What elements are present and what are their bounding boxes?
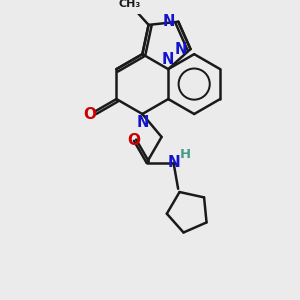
Text: N: N (175, 42, 187, 57)
Text: N: N (162, 52, 175, 67)
Text: CH₃: CH₃ (118, 0, 141, 9)
Text: N: N (163, 14, 175, 29)
Text: N: N (136, 116, 148, 130)
Text: H: H (180, 148, 191, 161)
Text: O: O (128, 133, 140, 148)
Text: N: N (168, 155, 181, 170)
Text: O: O (83, 107, 96, 122)
